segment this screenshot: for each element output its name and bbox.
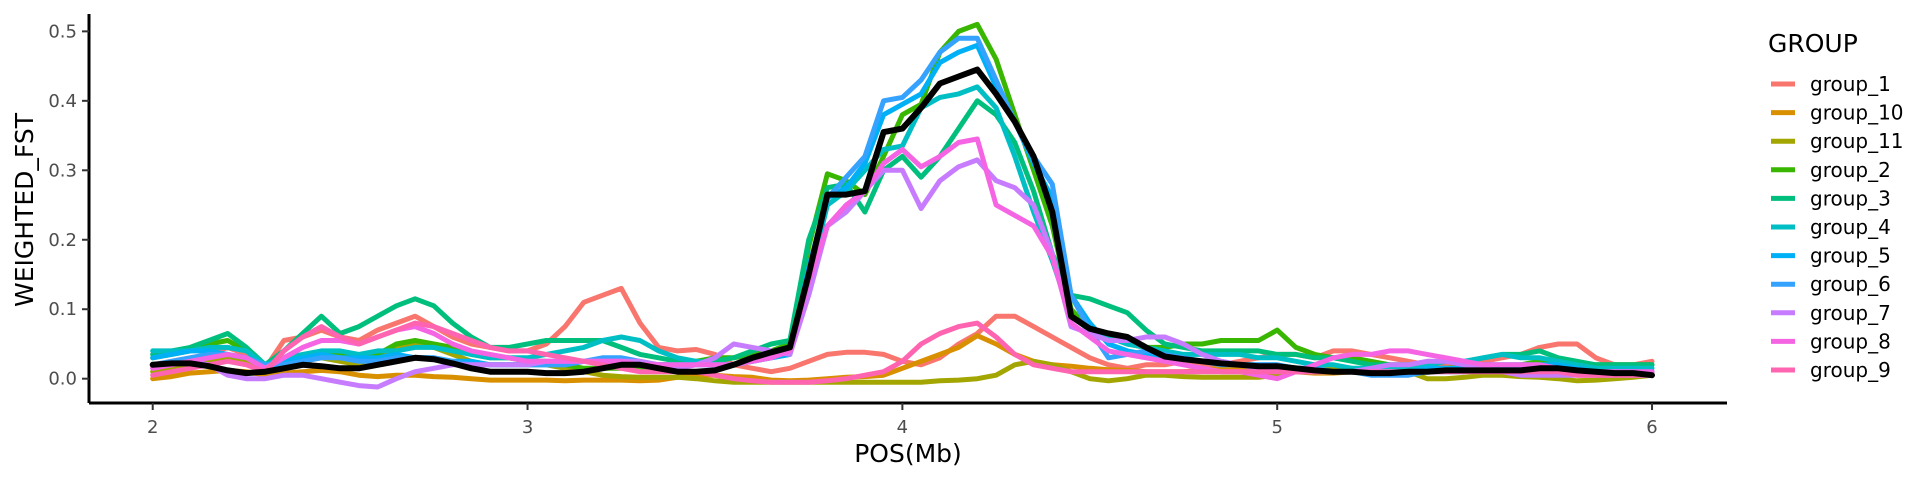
plot-lines xyxy=(149,21,1655,390)
x-tick-label: 4 xyxy=(897,417,908,438)
series-line-group_7 xyxy=(150,157,1655,390)
x-axis-title: POS(Mb) xyxy=(854,439,962,468)
legend-label: group_11 xyxy=(1810,129,1904,153)
series-line-overall xyxy=(149,66,1655,379)
legend-item-group_7: group_7 xyxy=(1771,301,1891,325)
legend: GROUP group_1group_10group_11group_2grou… xyxy=(1768,29,1904,382)
legend-label: group_2 xyxy=(1810,158,1891,182)
legend-label: group_10 xyxy=(1810,101,1904,125)
y-tick-label: 0.5 xyxy=(48,21,77,42)
y-tick-label: 0.4 xyxy=(48,91,77,112)
y-tick-label: 0.3 xyxy=(48,160,77,181)
x-tick-label: 3 xyxy=(522,417,533,438)
legend-label: group_8 xyxy=(1810,329,1891,353)
legend-label: group_6 xyxy=(1810,272,1891,296)
legend-item-group_4: group_4 xyxy=(1771,215,1891,239)
legend-item-group_6: group_6 xyxy=(1771,272,1891,296)
legend-item-group_1: group_1 xyxy=(1771,72,1891,96)
legend-item-group_2: group_2 xyxy=(1771,158,1891,182)
legend-title: GROUP xyxy=(1768,29,1858,58)
legend-item-group_8: group_8 xyxy=(1771,329,1891,353)
x-tick-label: 5 xyxy=(1271,417,1282,438)
series-line-group_3 xyxy=(150,98,1655,368)
y-axis-title: WEIGHTED_FST xyxy=(10,112,39,307)
legend-item-group_3: group_3 xyxy=(1771,186,1891,210)
legend-label: group_7 xyxy=(1810,301,1891,325)
x-axis-ticks: 2 3 4 5 6 xyxy=(147,403,1658,438)
legend-items: group_1 group_10 group_11 group_2 group_3gro… xyxy=(1771,72,1904,382)
legend-label: group_3 xyxy=(1810,186,1891,210)
x-tick-label: 6 xyxy=(1646,417,1657,438)
legend-item-group_10: group_10 xyxy=(1771,101,1904,125)
legend-label: group_1 xyxy=(1810,72,1891,96)
series-line-group_6 xyxy=(150,35,1655,378)
legend-label: group_4 xyxy=(1810,215,1891,239)
y-tick-label: 0.0 xyxy=(48,369,77,390)
legend-label: group_9 xyxy=(1810,358,1891,382)
y-tick-label: 0.1 xyxy=(48,299,77,320)
series-line-group_4 xyxy=(150,84,1655,371)
y-tick-label: 0.2 xyxy=(48,230,77,251)
y-axis-ticks: 0.0 0.1 0.2 0.3 0.4 0.5 xyxy=(48,21,89,390)
legend-item-group_5: group_5 xyxy=(1771,244,1891,268)
x-tick-label: 2 xyxy=(147,417,158,438)
legend-item-group_9: group_9 xyxy=(1771,358,1891,382)
legend-item-group_11: group_11 xyxy=(1771,129,1904,153)
legend-label: group_5 xyxy=(1810,244,1891,268)
